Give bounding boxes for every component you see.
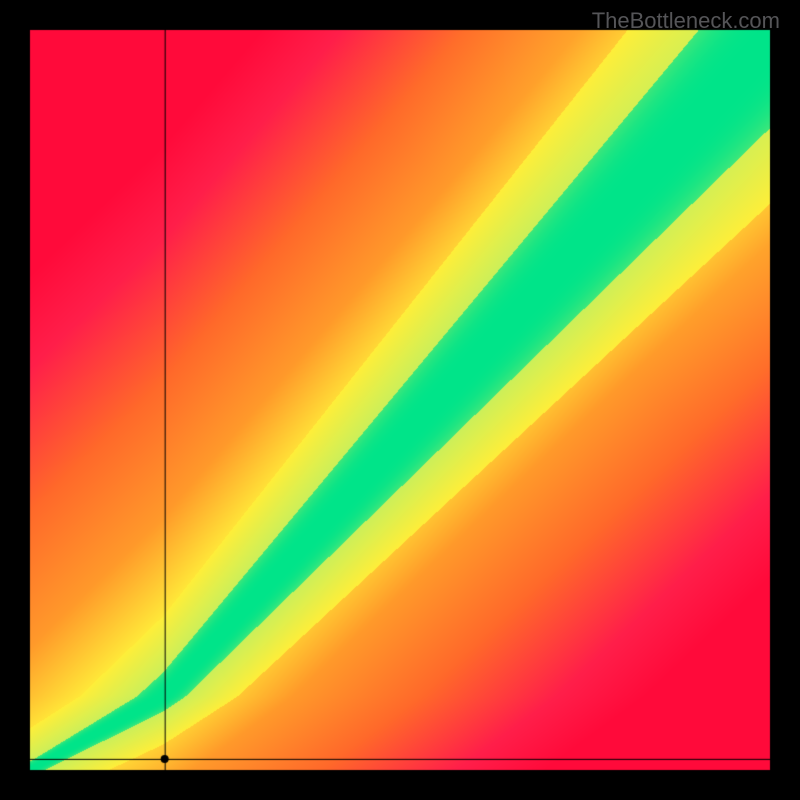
- watermark-text: TheBottleneck.com: [592, 8, 780, 34]
- heatmap-canvas: [0, 0, 800, 800]
- chart-container: TheBottleneck.com: [0, 0, 800, 800]
